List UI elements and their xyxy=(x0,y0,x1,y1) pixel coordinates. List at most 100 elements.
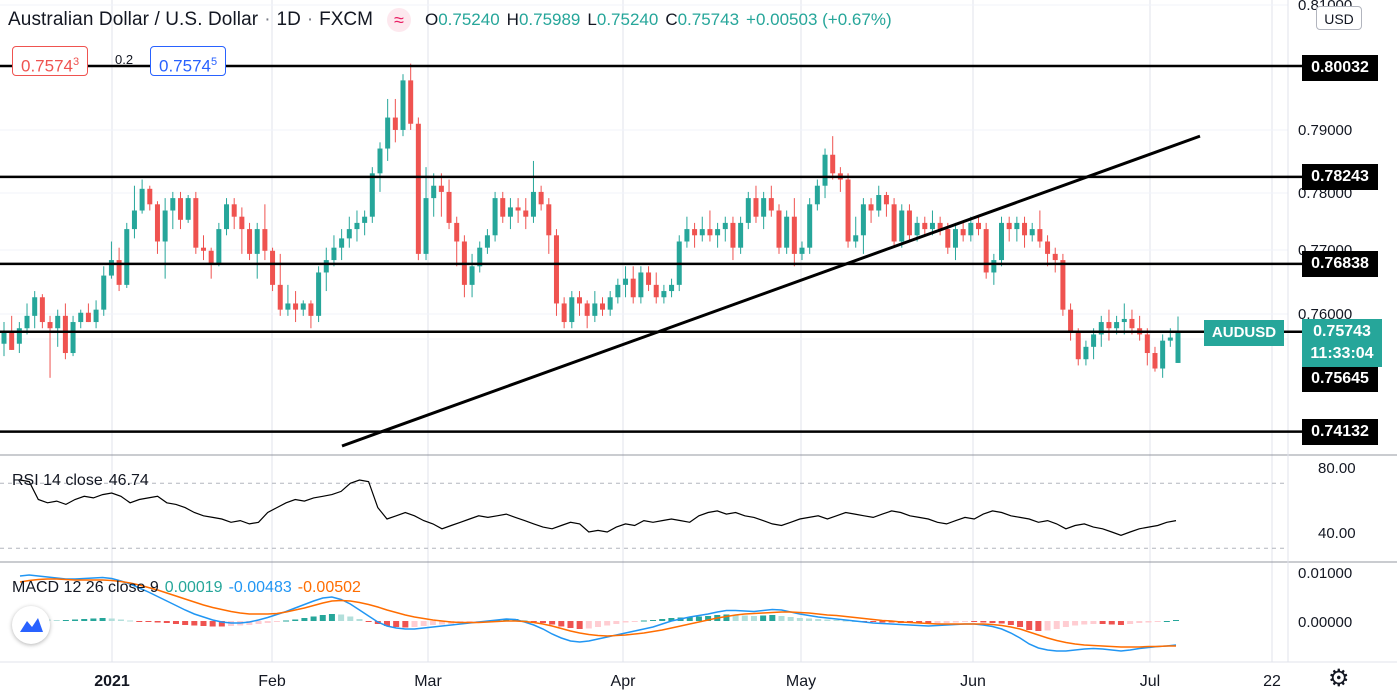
macd-histogram-bar xyxy=(255,621,262,624)
candle-body xyxy=(477,247,483,267)
level-label: 0.76838 xyxy=(1302,251,1378,277)
macd-histogram-bar xyxy=(218,621,225,627)
rsi-pane xyxy=(0,479,1288,549)
rsi-line xyxy=(19,479,1177,536)
macd-histogram-bar xyxy=(842,620,849,622)
candle-body xyxy=(868,204,874,211)
time-axis[interactable]: 2021 Feb Mar Apr May Jun Jul 22 xyxy=(94,673,1281,690)
ohlc-low: L0.75240 xyxy=(587,10,659,29)
macd-histogram-bar xyxy=(659,619,666,621)
macd-histogram-bar xyxy=(769,615,776,621)
macd-histogram-bar xyxy=(631,621,638,622)
ohlc-close: C0.75743 xyxy=(665,10,740,29)
macd-histogram-bar xyxy=(686,617,693,621)
candle-body xyxy=(1121,318,1127,323)
candle-body xyxy=(1098,322,1104,335)
price-axis[interactable]: 0.810000.790000.780000.770000.7600080.00… xyxy=(1298,0,1356,631)
candle-body xyxy=(553,235,559,304)
candle-body xyxy=(561,303,567,323)
candle-body xyxy=(1045,241,1051,254)
candle-body xyxy=(1014,222,1020,230)
macd-histogram-bar xyxy=(163,621,170,623)
buy-button[interactable]: 0.75745 xyxy=(150,46,227,76)
sell-button[interactable]: 0.75743 xyxy=(12,46,89,76)
currency-button[interactable]: USD xyxy=(1316,6,1362,30)
gear-icon[interactable]: ⚙ xyxy=(1328,665,1350,692)
candle-body xyxy=(423,198,429,254)
candle-body xyxy=(293,303,299,310)
rsi-legend[interactable]: RSI 14 close 46.74 xyxy=(12,472,149,489)
candle-body xyxy=(162,210,168,242)
candle-body xyxy=(185,198,191,220)
macd-histogram-bar xyxy=(273,621,280,622)
tradingview-logo-icon[interactable] xyxy=(12,606,50,644)
candle-body xyxy=(201,247,207,251)
candle-body xyxy=(32,297,38,316)
macd-histogram-bar xyxy=(613,621,620,624)
macd-histogram-bar xyxy=(971,621,978,622)
macd-histogram-bar xyxy=(420,621,427,626)
candle-body xyxy=(975,222,981,230)
candle-body xyxy=(722,222,728,230)
wave-icon[interactable]: ≈ xyxy=(386,8,411,32)
symbol-header: Australian Dollar / U.S. Dollar · 1D · F… xyxy=(8,8,892,32)
macd-legend[interactable]: MACD 12 26 close 9 0.00019 -0.00483 -0.0050… xyxy=(12,579,361,596)
candle-body xyxy=(139,188,145,211)
macd-histogram-bar xyxy=(383,621,390,626)
candle-body xyxy=(1106,322,1112,329)
candle-body xyxy=(715,229,721,236)
candle-body xyxy=(331,247,337,261)
candle-body xyxy=(208,250,214,264)
candle-body xyxy=(108,260,114,276)
candle-body xyxy=(400,80,406,130)
macd-histogram-bar xyxy=(182,621,189,625)
candle-body xyxy=(845,179,851,242)
macd-histogram-bar xyxy=(1108,621,1115,625)
candle-body xyxy=(960,229,966,236)
candle-body xyxy=(131,210,137,230)
macd-histogram-bar xyxy=(136,621,143,622)
candle-body xyxy=(799,247,805,254)
macd-histogram-bar xyxy=(1062,621,1069,627)
candle-body xyxy=(346,229,352,239)
candle-body xyxy=(1091,334,1097,347)
candle-body xyxy=(999,222,1005,261)
candle-body xyxy=(584,303,590,316)
candle-body xyxy=(876,195,882,211)
candle-body xyxy=(707,229,713,236)
candle-body xyxy=(469,266,475,285)
symbol-name[interactable]: Australian Dollar / U.S. Dollar xyxy=(8,9,259,30)
candle-body xyxy=(860,204,866,236)
time-tick-label: 22 xyxy=(1263,673,1281,690)
candle-body xyxy=(277,284,283,310)
macd-tick-label: 0.01000 xyxy=(1298,565,1352,582)
time-tick-label: Mar xyxy=(414,673,442,690)
macd-histogram-bar xyxy=(549,621,556,625)
candle-body xyxy=(323,260,329,273)
macd-histogram-bar xyxy=(741,615,748,621)
candle-body xyxy=(507,207,513,217)
level-label: 0.80032 xyxy=(1302,55,1378,81)
time-tick-label: 2021 xyxy=(94,673,130,690)
candle-body xyxy=(1022,222,1028,236)
macd-histogram-bar xyxy=(640,620,647,622)
rsi-tick-label: 40.00 xyxy=(1318,525,1356,542)
candle-body xyxy=(354,222,360,230)
time-tick-label: Jul xyxy=(1140,673,1160,690)
macd-histogram-bar xyxy=(127,620,134,622)
candle-body xyxy=(914,222,920,236)
interval[interactable]: 1D xyxy=(276,9,301,30)
macd-histogram-bar xyxy=(1099,621,1106,624)
candle-body xyxy=(116,260,122,285)
candle-body xyxy=(523,210,529,217)
candle-body xyxy=(592,303,598,316)
macd-histogram-bar xyxy=(172,621,179,624)
macd-histogram-bar xyxy=(1145,621,1152,623)
macd-histogram-bar xyxy=(503,619,510,621)
trendline[interactable] xyxy=(341,134,1201,448)
candle-body xyxy=(492,198,498,236)
candle-body xyxy=(369,173,375,217)
macd-histogram-bar xyxy=(585,621,592,629)
candle-body xyxy=(623,278,629,285)
candle-body xyxy=(224,204,230,230)
